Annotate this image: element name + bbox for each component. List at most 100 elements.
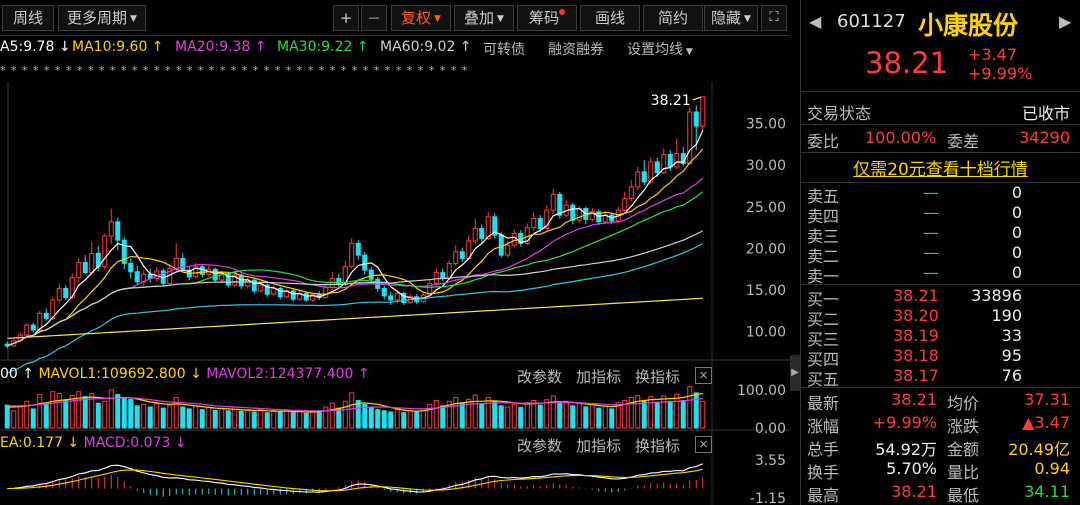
stat-label: 均价: [947, 394, 980, 413]
volume-bar: [355, 400, 361, 429]
expand-icon[interactable]: ⛶: [761, 5, 787, 31]
vol-add-indicator-button[interactable]: 加指标: [576, 368, 622, 386]
simple-mode-button[interactable]: 简约: [643, 5, 703, 31]
kline-chart[interactable]: 35.00 30.00 25.00 20.00 15.00 10.00 38.21 100.0…: [0, 0, 790, 505]
volume-bar: [550, 395, 556, 429]
volume-bar: [440, 405, 446, 429]
notification-dot: [559, 9, 565, 15]
ma-settings-dropdown[interactable]: 设置均线 ▼: [627, 42, 693, 58]
bid-volume: 33: [1001, 326, 1022, 345]
candle-body: [336, 277, 342, 285]
collapse-panel-handle[interactable]: ▶: [790, 355, 800, 391]
volume-bar: [43, 403, 49, 429]
candle-body: [667, 153, 673, 168]
volume-bar: [160, 407, 166, 429]
volume-bar: [154, 403, 160, 429]
macd-params-button[interactable]: 改参数: [517, 437, 563, 455]
chip-button[interactable]: 筹码: [517, 5, 577, 31]
next-stock-icon[interactable]: ▶: [1059, 12, 1072, 31]
promo-link[interactable]: 仅需20元查看十档行情: [801, 155, 1080, 180]
stat-label: 金额: [947, 440, 980, 459]
margin-trading-link[interactable]: 融资融券: [548, 42, 604, 58]
macd-switch-indicator-button[interactable]: 换指标: [635, 437, 681, 455]
candle-body: [329, 277, 335, 289]
candle-body: [433, 272, 439, 284]
ask-price: —: [923, 223, 939, 242]
ask-level-label: 卖一: [807, 267, 840, 286]
candle-body: [492, 216, 498, 236]
vol-params-button[interactable]: 改参数: [517, 368, 563, 386]
stat-value: 38.21: [891, 390, 937, 409]
volume-bar: [401, 412, 407, 429]
draw-line-label: 画线: [594, 9, 625, 27]
zoom-out-button[interactable]: —: [361, 5, 387, 31]
hide-dropdown[interactable]: 隐藏 ▼: [704, 5, 758, 31]
more-period-label: 更多周期: [67, 9, 128, 27]
fuquan-dropdown[interactable]: 复权 ▼: [391, 5, 451, 31]
volume-bar: [128, 398, 134, 429]
ask-row: 卖三 — 0: [801, 223, 1080, 246]
candle-body: [355, 242, 361, 256]
bid-row: 买三 38.19 33: [801, 326, 1080, 349]
ma-legend: A5:9.78 ↓ MA10:9.60 ↑ MA20:9.38 ↑ MA30:9…: [0, 37, 790, 59]
volume-bar: [680, 400, 686, 429]
candle-body: [498, 234, 504, 256]
bid-price: 38.19: [893, 326, 939, 345]
volume-bar: [622, 400, 628, 429]
bid-level-label: 买三: [807, 330, 840, 349]
bid-volume: 95: [1001, 346, 1022, 365]
volume-bar: [342, 400, 348, 429]
volume-bar: [108, 389, 114, 429]
bid-row: 买一 38.21 33896: [801, 286, 1080, 309]
ma250-line: [7, 297, 703, 339]
stat-value: ▲3.47: [1022, 413, 1070, 432]
ask-row: 卖一 — 0: [801, 263, 1080, 286]
stat-row: 最新 38.21 均价 37.31: [801, 390, 1080, 413]
convertible-bond-link[interactable]: 可转债: [483, 42, 525, 58]
candle-body: [537, 217, 543, 229]
candle-body: [258, 284, 264, 292]
price-tick-label: 35.00: [746, 117, 786, 133]
candle-body: [485, 216, 491, 239]
stat-label: 最高: [807, 486, 840, 505]
volume-bar: [303, 412, 309, 429]
volume-tick-label: 0.00: [755, 421, 786, 437]
volume-bar: [570, 405, 576, 429]
macd-tick-label: -1.15: [750, 491, 786, 505]
candle-body: [459, 251, 465, 259]
mavol2-line: [7, 397, 703, 412]
volume-bar: [609, 408, 615, 429]
ma5-line: [7, 130, 704, 347]
zoom-in-button[interactable]: +: [333, 5, 359, 31]
close-icon[interactable]: ×: [695, 367, 712, 384]
candle-body: [108, 221, 114, 237]
simple-mode-label: 简约: [657, 9, 688, 27]
prev-stock-icon[interactable]: ◀: [809, 12, 822, 31]
vol-switch-indicator-button[interactable]: 换指标: [635, 368, 681, 386]
volume-bar: [381, 410, 387, 429]
volume-bar: [232, 406, 238, 429]
more-period-dropdown[interactable]: 更多周期 ▼: [58, 5, 146, 31]
draw-line-button[interactable]: 画线: [580, 5, 640, 31]
price-change: +3.47: [968, 45, 1018, 64]
ask-level-label: 卖三: [807, 227, 840, 246]
candle-body: [89, 252, 95, 274]
stat-row: 换手 5.70% 量比 0.94: [801, 459, 1080, 482]
volume-bar: [323, 406, 329, 429]
volume-bar: [329, 402, 335, 429]
bid-level-label: 买五: [807, 370, 840, 389]
macd-add-indicator-button[interactable]: 加指标: [576, 437, 622, 455]
weicha-value: 34290: [1019, 128, 1070, 147]
week-period-button[interactable]: 周线: [2, 5, 54, 31]
volume-bar: [199, 409, 205, 429]
candle-body: [628, 186, 634, 200]
volume-bar: [433, 400, 439, 429]
volume-bar: [284, 409, 290, 429]
candle-body: [505, 244, 511, 256]
candle-body: [381, 287, 387, 297]
stock-code: 601127: [837, 11, 906, 32]
overlay-dropdown[interactable]: 叠加 ▼: [454, 5, 514, 31]
bid-volume: 33896: [971, 286, 1022, 305]
volume-bar: [245, 409, 251, 429]
close-icon[interactable]: ×: [695, 436, 712, 453]
